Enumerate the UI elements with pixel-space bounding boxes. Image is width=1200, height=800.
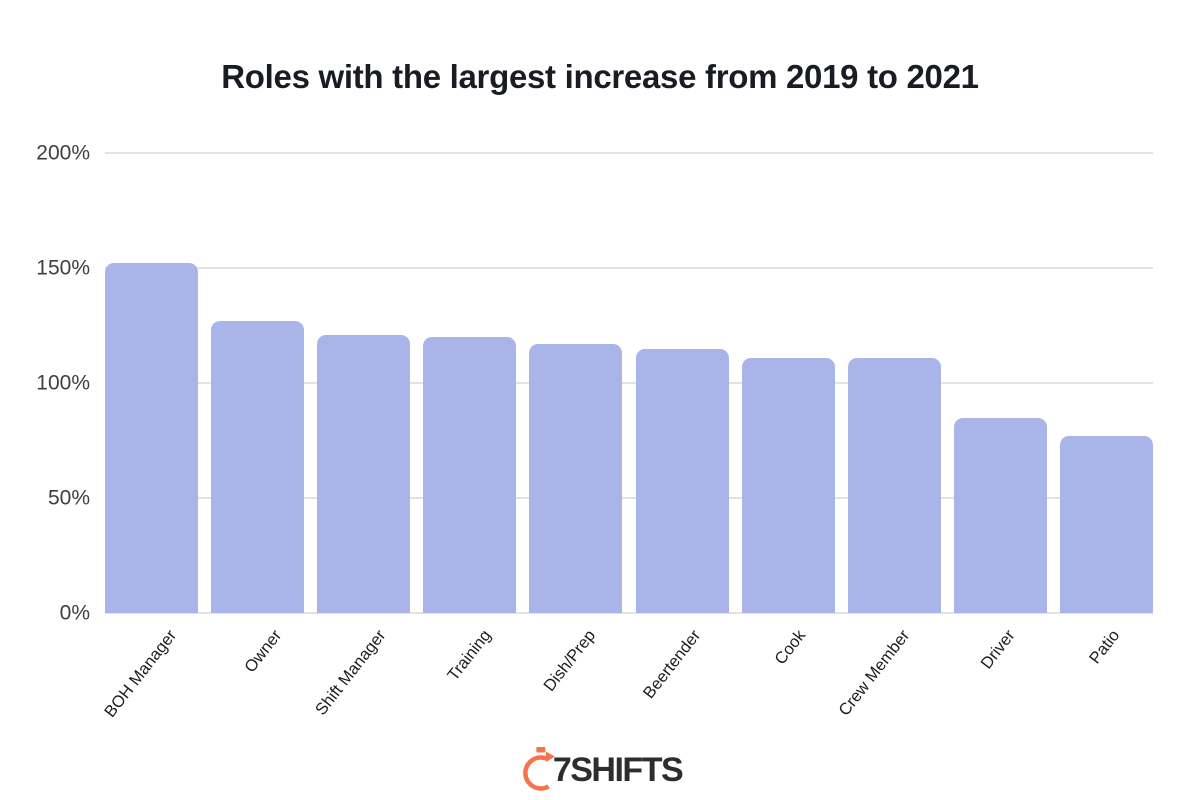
gridline <box>105 497 1153 499</box>
category-label: Beertender <box>639 626 705 703</box>
gridline <box>105 267 1153 269</box>
gridline <box>105 152 1153 154</box>
category-label: Dish/Prep <box>540 626 600 695</box>
y-tick-label: 150% <box>36 256 90 280</box>
gridlines <box>105 152 1153 614</box>
chart-title: Roles with the largest increase from 201… <box>221 58 979 96</box>
stopwatch-icon <box>523 747 555 791</box>
bar-patio <box>1059 435 1153 613</box>
bar-training <box>423 337 517 613</box>
category-label: Cook <box>770 626 809 669</box>
gridline <box>105 382 1153 384</box>
bar-driver <box>953 417 1047 613</box>
bar-owner <box>211 320 305 613</box>
bar-chart-plot-area: BOH Manager Owner Shift Manager Training Dis… <box>101 152 1153 721</box>
y-tick-label: 200% <box>36 141 90 165</box>
x-axis-labels: BOH Manager Owner Shift Manager Training Dis… <box>101 153 1153 721</box>
category-label: Owner <box>240 626 285 677</box>
y-tick-label: 0% <box>59 601 90 625</box>
bar-beertender <box>635 348 729 613</box>
logo-wordmark: 7SHIFTS <box>552 751 684 789</box>
gridline <box>105 612 1153 614</box>
category-label: Patio <box>1085 626 1124 668</box>
category-label: Training <box>444 626 495 685</box>
y-tick-label: 50% <box>47 486 90 510</box>
bar-shift-manager <box>317 334 411 613</box>
y-axis-labels: 200% 150% 100% 50% 0% <box>0 143 90 624</box>
category-label: Driver <box>977 626 1019 673</box>
bar-boh-manager <box>105 263 198 613</box>
bar-series <box>105 153 1153 613</box>
bar-crew-member <box>847 357 941 613</box>
y-tick-label: 100% <box>36 371 90 395</box>
category-label: BOH Manager <box>100 626 181 721</box>
category-label: Shift Manager <box>312 626 390 719</box>
category-label: Crew Member <box>835 626 914 720</box>
seven-shifts-logo: 7SHIFTS <box>518 745 684 795</box>
bar-dish-prep <box>529 343 623 613</box>
bar-cook <box>741 357 835 613</box>
